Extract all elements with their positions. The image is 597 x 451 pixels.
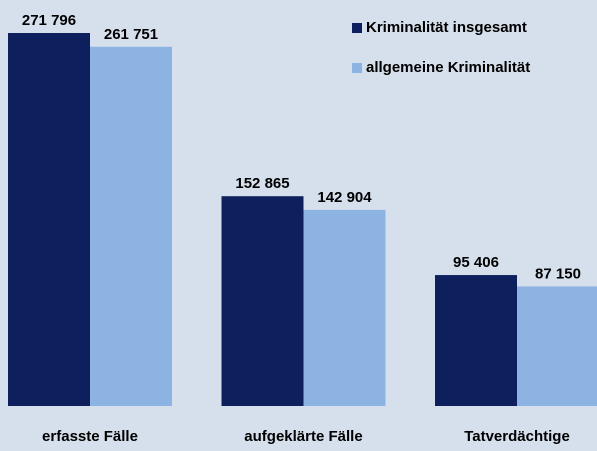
bar (8, 33, 90, 406)
value-label: 271 796 (22, 12, 76, 29)
value-label: 261 751 (104, 26, 158, 43)
legend-swatch (352, 23, 362, 33)
bar (90, 46, 172, 407)
value-label: 87 150 (535, 265, 581, 282)
value-label: 152 865 (235, 175, 289, 192)
legend-swatch (352, 63, 362, 73)
value-label: 95 406 (453, 254, 499, 271)
value-label: 142 904 (317, 189, 372, 206)
x-tick-label: erfasste Fälle (42, 428, 138, 445)
x-tick-label: aufgeklärte Fälle (244, 428, 362, 445)
bar (517, 286, 597, 406)
bar (435, 275, 517, 406)
legend-label: allgemeine Kriminalität (366, 59, 530, 76)
bar (303, 209, 386, 406)
bar (221, 196, 304, 406)
x-tick-label: Tatverdächtige (464, 428, 570, 445)
legend-label: Kriminalität insgesamt (366, 19, 527, 36)
